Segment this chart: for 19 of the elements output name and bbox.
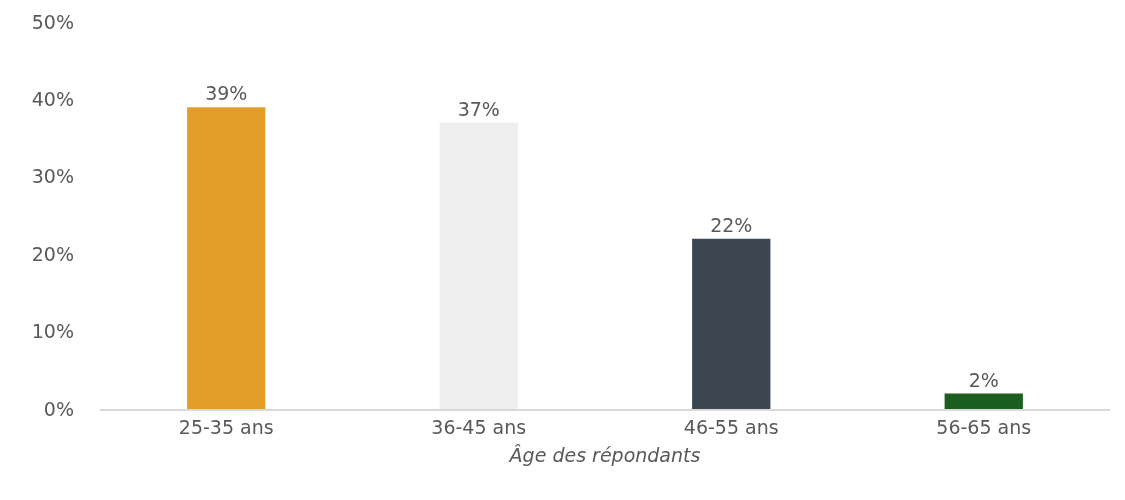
data-label: 2% xyxy=(968,368,999,391)
data-label: 37% xyxy=(457,97,500,120)
bar xyxy=(944,393,1023,409)
bar xyxy=(439,122,518,409)
y-tick-label: 50% xyxy=(31,10,74,33)
y-tick-label: 20% xyxy=(31,242,74,265)
data-label: 22% xyxy=(710,213,753,236)
x-axis-title: Âge des répondants xyxy=(507,443,701,466)
x-tick-label: 25-35 ans xyxy=(178,415,274,438)
y-tick-label: 10% xyxy=(31,320,74,343)
bar xyxy=(187,107,266,409)
y-tick-label: 30% xyxy=(31,165,74,188)
y-tick-label: 0% xyxy=(43,397,74,420)
data-label: 39% xyxy=(205,82,248,105)
y-tick-label: 40% xyxy=(31,88,74,111)
x-tick-label: 46-55 ans xyxy=(683,415,779,438)
x-tick-label: 36-45 ans xyxy=(431,415,527,438)
bar xyxy=(692,238,771,409)
x-tick-label: 56-65 ans xyxy=(936,415,1032,438)
